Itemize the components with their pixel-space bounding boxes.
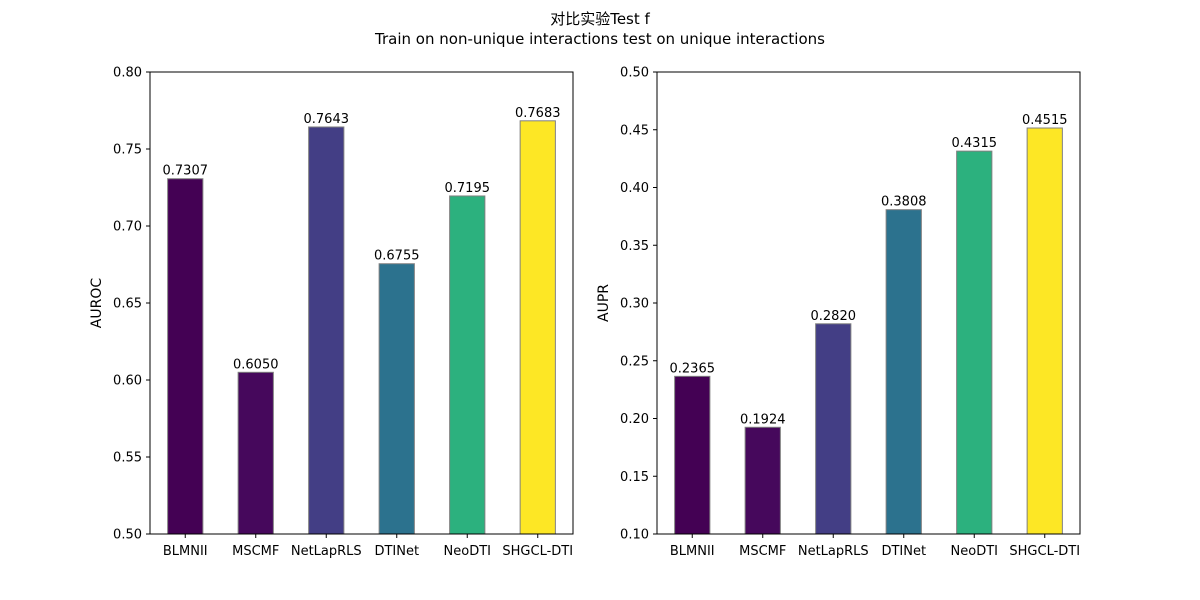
x-tick-label: SHGCL-DTI (502, 544, 573, 559)
bar-value-label: 0.1924 (740, 412, 786, 427)
bar-mscmf (744, 426, 781, 535)
x-tick-label: SHGCL-DTI (1009, 544, 1080, 559)
y-tick-label: 0.35 (620, 239, 649, 254)
bar-value-label: 0.4315 (952, 136, 998, 151)
y-tick-label: 0.25 (620, 354, 649, 369)
y-axis-label: AUROC (89, 278, 105, 329)
bar-value-label: 0.6755 (374, 249, 420, 264)
bar-value-label: 0.7307 (163, 164, 209, 179)
auroc-panel: 0.7307 BLMNII 0.6050 MSCMF 0.7643 NetLapRLS 0.… (89, 66, 574, 559)
aupr-panel: 0.2365 BLMNII 0.1924 MSCMF 0.2820 NetLapRLS 0.… (596, 66, 1081, 559)
bar-netlaprls (815, 323, 852, 535)
y-tick-label: 0.70 (113, 220, 142, 235)
x-tick-label: NetLapRLS (291, 544, 362, 559)
bar-value-label: 0.4515 (1022, 113, 1068, 128)
y-tick-label: 0.50 (620, 66, 649, 81)
y-tick-label: 0.20 (620, 412, 649, 427)
bar-mscmf (237, 371, 274, 535)
y-tick-label: 0.65 (113, 297, 142, 312)
x-tick-label: MSCMF (232, 544, 279, 559)
y-tick-label: 0.40 (620, 181, 649, 196)
y-tick-label: 0.50 (113, 528, 142, 543)
bar-shgcl-dti (519, 120, 556, 535)
bar-dtinet (885, 209, 922, 535)
bar-value-label: 0.2365 (670, 361, 716, 376)
bar-blmnii (167, 178, 204, 535)
bar-neodti (956, 150, 993, 535)
axes-frame (149, 71, 574, 535)
axes-frame (656, 71, 1081, 535)
bar-value-label: 0.6050 (233, 357, 279, 372)
bar-value-label: 0.2820 (811, 309, 857, 324)
figure-title: 对比实验Test f (550, 10, 650, 28)
figure-subtitle: Train on non-unique interactions test on… (375, 30, 825, 48)
x-tick-label: DTINet (374, 544, 419, 559)
y-tick-label: 0.30 (620, 297, 649, 312)
x-tick-label: MSCMF (739, 544, 786, 559)
y-tick-label: 0.80 (113, 66, 142, 81)
x-tick-label: NetLapRLS (798, 544, 869, 559)
bar-value-label: 0.3808 (881, 195, 927, 210)
bar-neodti (449, 195, 486, 535)
figure-titles: 对比实验Test f Train on non-unique interacti… (0, 9, 1200, 49)
y-tick-label: 0.55 (113, 451, 142, 466)
bar-shgcl-dti (1026, 127, 1063, 535)
bar-blmnii (674, 375, 711, 535)
x-tick-label: BLMNII (670, 544, 715, 559)
y-tick-label: 0.45 (620, 123, 649, 138)
bar-netlaprls (308, 126, 345, 535)
x-tick-label: NeoDTI (951, 544, 998, 559)
x-tick-label: NeoDTI (444, 544, 491, 559)
y-tick-label: 0.75 (113, 143, 142, 158)
y-tick-label: 0.60 (113, 374, 142, 389)
bar-dtinet (378, 263, 415, 535)
y-tick-label: 0.10 (620, 528, 649, 543)
x-tick-label: DTINet (881, 544, 926, 559)
y-axis-label: AUPR (596, 284, 612, 322)
bar-value-label: 0.7195 (445, 181, 491, 196)
bar-value-label: 0.7683 (515, 106, 561, 121)
bar-value-label: 0.7643 (304, 112, 350, 127)
y-tick-label: 0.15 (620, 470, 649, 485)
x-tick-label: BLMNII (163, 544, 208, 559)
